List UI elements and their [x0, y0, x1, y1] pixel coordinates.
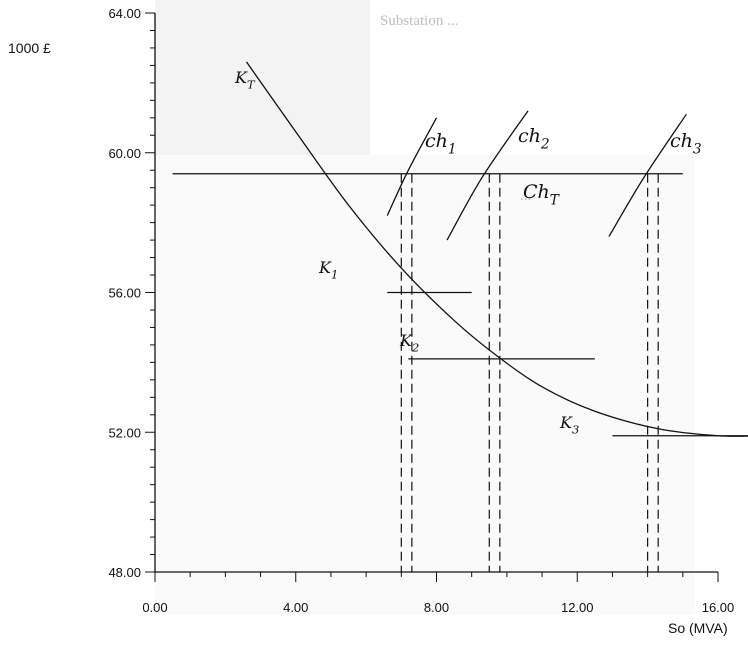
svg-text:Substation ...: Substation ...: [380, 13, 458, 29]
x-axis-label: So (MVA): [668, 620, 728, 636]
svg-text:...: ...: [520, 188, 531, 204]
curve-ch2: [446, 110, 529, 241]
label-ch2: ch2: [518, 125, 550, 153]
label-ch1: ch1: [425, 130, 457, 158]
x-tick-label: 16.00: [702, 600, 735, 615]
curve-ch3: [608, 113, 687, 237]
y-tick-label: 64.00: [108, 6, 141, 21]
curve-kt: [245, 61, 748, 437]
x-tick-label: 0.00: [142, 600, 167, 615]
label-ch3: ch3: [670, 130, 702, 158]
x-tick-label: 8.00: [424, 600, 449, 615]
y-tick-label: 48.00: [108, 565, 141, 580]
background-scan: Substation ... ...: [155, 0, 695, 615]
y-tick-label: 56.00: [108, 286, 141, 301]
axes: 48.00 52.00 56.00 60.00 64.00 0.00 4.00 8.00 12.…: [108, 6, 734, 615]
y-tick-label: 60.00: [108, 146, 141, 161]
x-tick-label: 12.00: [561, 600, 594, 615]
x-tick-label: 4.00: [283, 600, 308, 615]
series-layer: [172, 61, 748, 572]
y-tick-label: 52.00: [108, 425, 141, 440]
curve-ch1: [386, 117, 438, 216]
y-unit-label: 1000 £: [8, 40, 51, 56]
